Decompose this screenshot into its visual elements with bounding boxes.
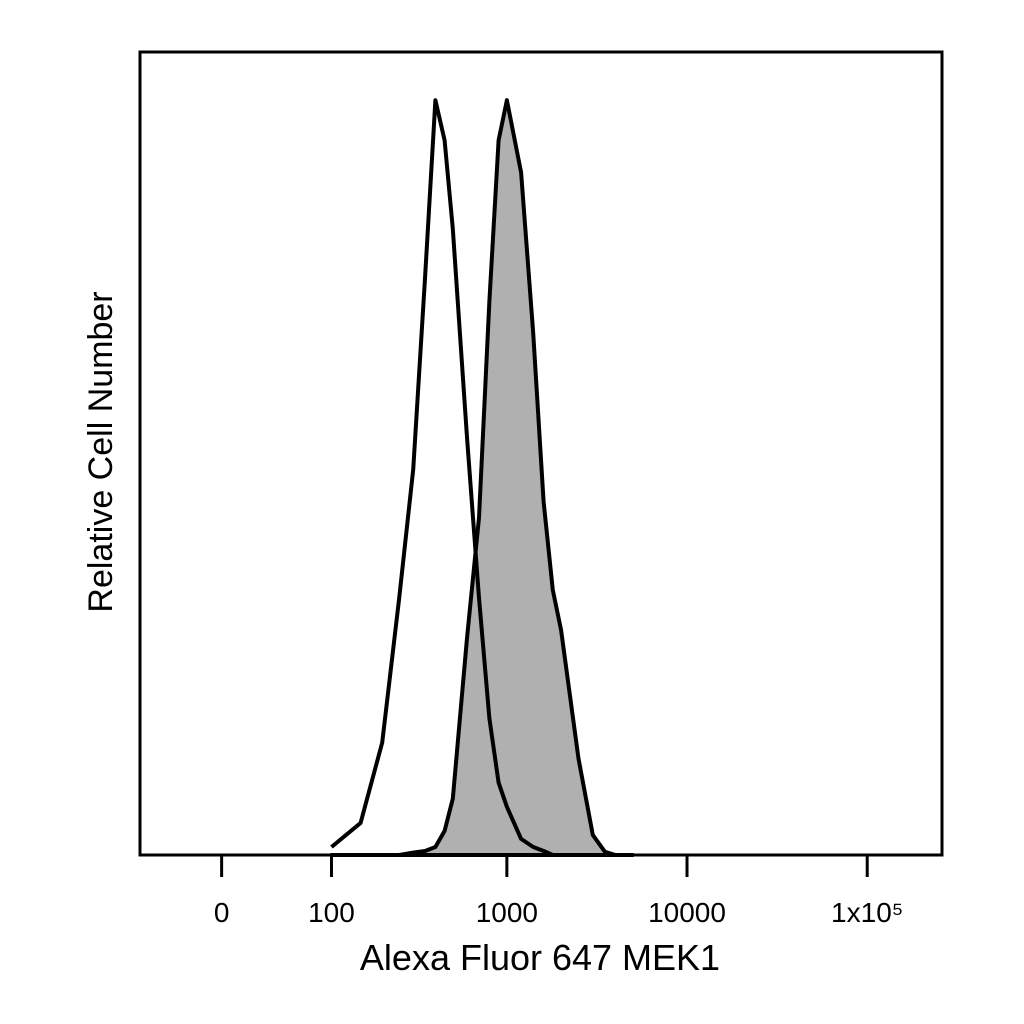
x-axis-label: Alexa Fluor 647 MEK1 <box>360 937 720 978</box>
plot-frame <box>138 50 944 857</box>
x-tick-label: 0 <box>214 897 230 928</box>
x-tick-label: 10000 <box>648 897 726 928</box>
histogram-curve <box>329 98 635 857</box>
y-axis-label: Relative Cell Number <box>82 291 120 612</box>
x-tick-label: 1x10⁵ <box>831 897 903 928</box>
x-tick-label: 1000 <box>476 897 538 928</box>
x-tick-label: 100 <box>308 897 355 928</box>
